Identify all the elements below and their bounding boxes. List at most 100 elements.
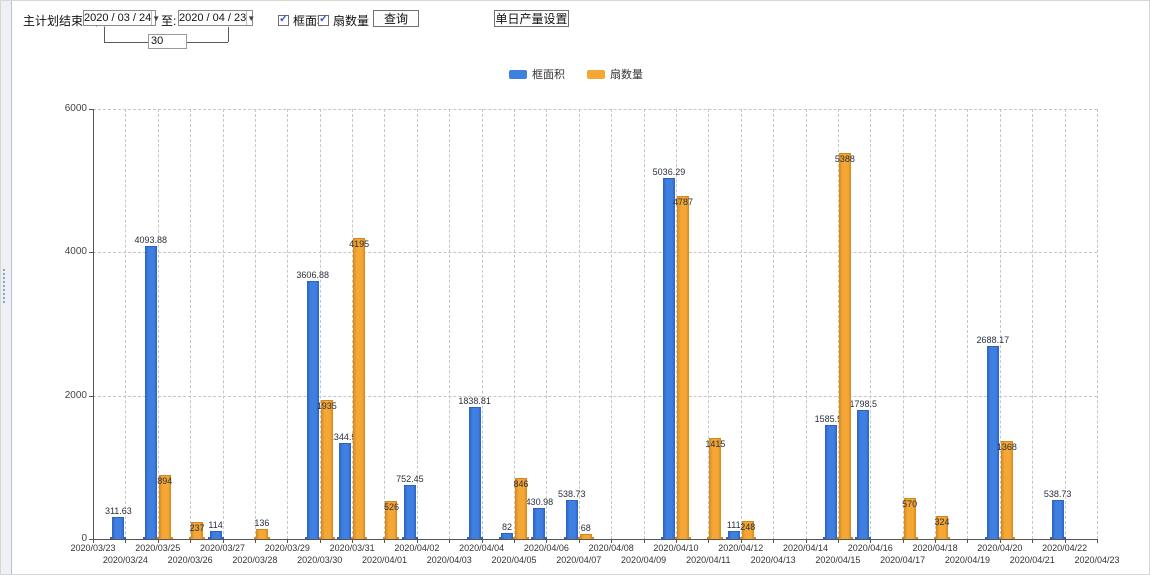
- bar-frame-area: [339, 442, 352, 539]
- x-axis-date-label: 2020/03/27: [200, 543, 246, 553]
- x-axis-date-label: 2020/04/10: [653, 543, 699, 553]
- y-axis-tick-mark: [89, 252, 93, 254]
- bar-value-label: 237: [189, 523, 205, 533]
- bar-value-label: 324: [934, 516, 950, 527]
- x-axis-tick-mark: [190, 539, 192, 543]
- x-axis-date-label: 2020/04/11: [686, 555, 731, 565]
- gridline-vertical: [287, 109, 289, 539]
- chart-legend: 框面积 扇数量: [1, 66, 1149, 82]
- x-axis-tick-mark: [546, 539, 548, 543]
- x-axis-date-label: 2020/03/28: [232, 555, 278, 565]
- bar-value-label: 2688.17: [976, 335, 1010, 346]
- y-axis-tick-label: 6000: [64, 103, 87, 114]
- x-axis-date-label: 2020/04/21: [1009, 555, 1055, 565]
- bar-value-label: 1585.96: [814, 414, 848, 425]
- bar-value-label: 1368: [996, 441, 1017, 452]
- bar-fan-count: [1000, 440, 1013, 539]
- bar-value-label: 846: [513, 479, 529, 490]
- bar-value-label: 111: [726, 520, 741, 531]
- bar-fan-count: [579, 534, 592, 539]
- bar-value-label: 4195: [349, 239, 370, 250]
- bar-fan-count: [255, 529, 268, 539]
- date-from-dropdown-icon[interactable]: ▼: [151, 11, 160, 25]
- splitter-grip-icon[interactable]: [3, 269, 8, 303]
- x-axis-tick-mark: [708, 539, 710, 543]
- y-axis-tick-mark: [89, 395, 93, 397]
- x-axis-date-label: 2020/04/01: [361, 555, 407, 565]
- legend-swatch-fan-count: [587, 69, 605, 79]
- y-axis-tick-mark: [89, 109, 93, 110]
- bar-value-label: 3606.88: [296, 269, 329, 280]
- bar-fan-count: [515, 478, 528, 539]
- bar-fan-count: [385, 501, 398, 539]
- gridline-vertical: [157, 109, 159, 539]
- gridline-horizontal: [93, 109, 1097, 110]
- bar-frame-area: [662, 178, 675, 539]
- bar-frame-area: [501, 533, 514, 539]
- bar-frame-area: [986, 346, 999, 539]
- date-to-picker[interactable]: 2020 / 04 / 23 ▼: [178, 10, 255, 26]
- bar-value-label: 68: [580, 523, 591, 534]
- bar-value-label: 4787: [672, 196, 693, 207]
- bar-value-label: 1798.5: [849, 399, 878, 410]
- bar-frame-area: [824, 425, 837, 539]
- gridline-vertical: [902, 109, 904, 539]
- gridline-vertical: [708, 109, 710, 539]
- gridline-vertical: [643, 109, 645, 539]
- query-button[interactable]: 查询: [373, 10, 419, 27]
- legend-label-fan-count: 扇数量: [610, 69, 643, 81]
- bar-value-label: 526: [383, 502, 399, 513]
- gridline-vertical: [999, 109, 1001, 539]
- bar-value-label: 1415: [705, 438, 726, 449]
- x-axis-tick-mark: [254, 539, 256, 543]
- x-axis-date-label: 2020/03/26: [167, 555, 213, 565]
- x-axis-date-label: 2020/04/07: [556, 555, 602, 565]
- date-from-value[interactable]: 2020 / 03 / 24: [84, 12, 152, 24]
- checkbox-fan-count-box[interactable]: ✓: [318, 13, 329, 26]
- gridline-vertical: [740, 109, 742, 539]
- x-axis-tick-mark: [319, 539, 321, 543]
- collapsed-side-panel[interactable]: [1, 1, 12, 574]
- bar-value-label: 4093.88: [134, 234, 168, 245]
- x-axis-date-label: 2020/04/13: [750, 555, 796, 565]
- x-axis-date-label: 2020/03/24: [102, 555, 148, 565]
- x-axis-tick-mark: [967, 539, 969, 543]
- x-axis-date-label: 2020/04/08: [588, 543, 634, 553]
- bar-frame-area: [112, 516, 125, 539]
- x-axis-tick-mark: [1032, 539, 1034, 543]
- date-to-dropdown-icon[interactable]: ▼: [246, 11, 255, 25]
- bar-value-label: 1344.95: [328, 431, 362, 442]
- interval-days-input[interactable]: 30: [148, 34, 187, 49]
- daily-output-settings-button[interactable]: 单日产量设置: [494, 10, 569, 27]
- bar-fan-count: [353, 238, 366, 539]
- x-axis-date-label: 2020/03/31: [329, 543, 375, 553]
- x-axis-date-label: 2020/04/15: [815, 555, 861, 565]
- x-axis-date-label: 2020/04/14: [782, 543, 829, 553]
- checkbox-fan-count[interactable]: ✓ 扇数量: [318, 12, 369, 29]
- connector-line-left-horizontal: [104, 42, 148, 43]
- connector-line-right-vertical: [228, 27, 229, 42]
- checkbox-fan-count-label: 扇数量: [333, 14, 370, 28]
- x-axis-tick-mark: [222, 539, 224, 543]
- checkbox-frame-area-box[interactable]: ✓: [278, 13, 289, 26]
- bar-fan-count: [191, 522, 204, 539]
- x-axis-date-label: 2020/03/29: [264, 543, 310, 553]
- gridline-vertical: [773, 109, 775, 539]
- date-from-picker[interactable]: 2020 / 03 / 24 ▼: [83, 10, 160, 26]
- gridline-vertical: [319, 109, 321, 539]
- x-axis-line: [93, 539, 1097, 540]
- gridline-vertical: [805, 109, 807, 539]
- bar-fan-count: [936, 515, 949, 539]
- x-axis-tick-mark: [125, 539, 127, 543]
- bar-frame-area: [144, 245, 157, 539]
- bar-frame-area: [306, 280, 319, 539]
- bar-value-label: 752.45: [396, 474, 424, 485]
- date-to-value[interactable]: 2020 / 04 / 23: [179, 12, 247, 24]
- x-axis-tick-mark: [837, 539, 839, 543]
- x-axis-date-label: 2020/04/17: [880, 555, 926, 565]
- x-axis-date-label: 2020/04/04: [459, 543, 505, 553]
- bar-frame-area: [209, 530, 222, 539]
- legend-swatch-frame-area: [509, 69, 527, 79]
- x-axis-date-label: 2020/04/03: [426, 555, 472, 565]
